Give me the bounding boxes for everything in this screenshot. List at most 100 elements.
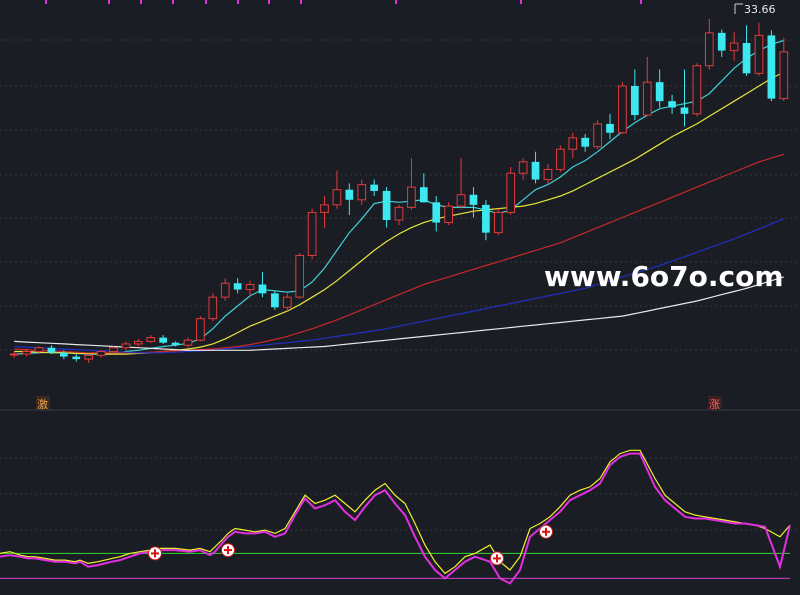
top-axis-tick [520, 0, 522, 4]
candle-body-down [271, 293, 279, 308]
signal-rise-label: 涨 [709, 398, 720, 411]
candle [469, 187, 478, 218]
gridlines [0, 39, 800, 531]
candle [72, 354, 81, 362]
candle-body-up [196, 318, 205, 341]
top-axis-tick [640, 0, 642, 4]
candle [779, 37, 789, 102]
candle [121, 341, 131, 351]
candle-body-up [183, 339, 193, 346]
candle [729, 31, 739, 61]
candle-body-up [332, 189, 342, 206]
candle-body-down [742, 42, 751, 74]
candle-body-down [233, 283, 242, 290]
candle-body-down [258, 284, 267, 294]
ma5-line [14, 39, 784, 355]
candle [394, 204, 404, 226]
candle [258, 271, 267, 298]
candle [84, 354, 94, 363]
candle-body-down [581, 137, 590, 147]
candle [655, 69, 664, 108]
candle [382, 187, 391, 228]
top-axis-tick [108, 0, 110, 4]
candle [133, 338, 143, 347]
signal-rise-badge: 涨 [708, 396, 722, 411]
candle [432, 196, 441, 232]
candle-body-up [692, 65, 702, 115]
candle [518, 158, 528, 180]
candle [543, 164, 553, 185]
candle-body-up [543, 168, 553, 181]
candle [704, 18, 714, 70]
candle [60, 350, 68, 360]
top-axis-tick [268, 0, 270, 4]
candlesticks [9, 18, 789, 363]
signal-start-label: 激 [37, 397, 48, 411]
high-price-label: 33.66 [734, 3, 776, 16]
candle [680, 69, 689, 127]
buy-marker [539, 524, 553, 539]
buy-marker [221, 543, 235, 558]
candle-body-down [432, 202, 441, 223]
candle [456, 158, 466, 209]
candle [407, 158, 416, 210]
candle [245, 280, 255, 296]
candle-body-up [109, 347, 118, 353]
ma60-line [14, 218, 785, 354]
candle [295, 252, 305, 299]
candle [357, 179, 367, 205]
candle [109, 346, 118, 355]
candle-body-down [370, 184, 379, 191]
buy-signal-markers [148, 524, 553, 566]
candle-body-down [482, 204, 490, 233]
candle [22, 349, 31, 357]
top-axis-tick [172, 0, 174, 4]
high-price-value: 33.66 [744, 3, 776, 16]
candle [183, 337, 193, 348]
candle-body-up [22, 351, 31, 355]
candle-body-down [72, 356, 81, 360]
candle [320, 196, 329, 228]
candle [233, 278, 242, 294]
candle [767, 30, 776, 102]
candle [159, 335, 168, 344]
candle-body-up [96, 351, 106, 356]
candle-body-down [717, 32, 726, 51]
candle [444, 202, 453, 226]
candle-body-down [419, 187, 428, 203]
candle [419, 173, 428, 203]
top-axis-tick [395, 0, 397, 4]
top-axis-markers [45, 0, 642, 4]
indicator-panel [0, 449, 791, 585]
candle-body-up [642, 81, 652, 116]
candle-body-down [345, 189, 354, 200]
candle [96, 350, 106, 358]
candle [717, 29, 726, 57]
candle-body-up [133, 340, 143, 345]
candle [568, 132, 578, 159]
candle [531, 151, 540, 184]
candle [345, 183, 354, 215]
candle-body-up [34, 347, 44, 353]
candle [493, 208, 503, 236]
candle-body-down [668, 101, 676, 108]
candle-body-up [456, 194, 466, 207]
candle-body-up [407, 186, 416, 208]
candle-body-down [47, 347, 56, 353]
candle-body-down [630, 85, 639, 116]
candle-body-down [767, 35, 776, 99]
candle [642, 56, 652, 117]
candle-body-up [320, 204, 329, 213]
candle-body-up [146, 337, 156, 342]
candle-body-up [357, 184, 367, 201]
candle-body-down [171, 342, 180, 346]
candle-body-up [84, 354, 94, 360]
candle-body-down [60, 352, 68, 357]
top-axis-tick [300, 0, 302, 4]
ma20-line [14, 153, 784, 354]
candle [482, 199, 490, 241]
candle [754, 22, 764, 76]
top-axis-tick [45, 0, 47, 4]
